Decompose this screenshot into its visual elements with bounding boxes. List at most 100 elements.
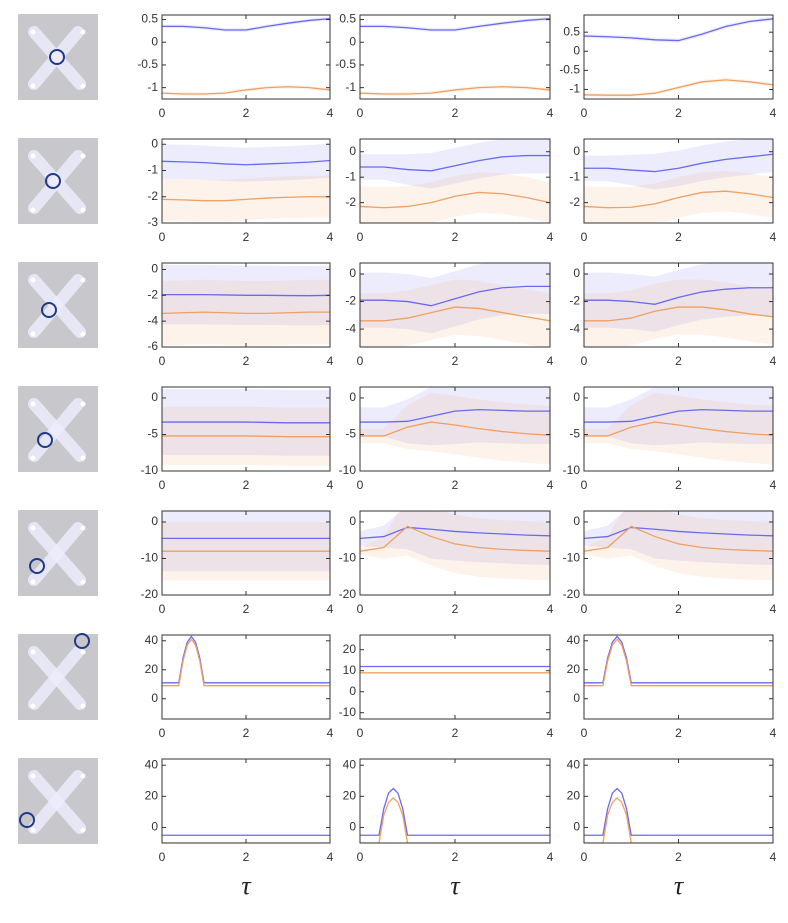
series-line bbox=[360, 285, 550, 307]
x-tick-label: 0 bbox=[581, 354, 588, 368]
y-tick-label: -10 bbox=[563, 463, 581, 477]
x-tick-label: 4 bbox=[547, 726, 554, 740]
y-tick-label: 40 bbox=[567, 633, 581, 647]
thumb-dot bbox=[80, 525, 86, 531]
x-tick-label: 0 bbox=[581, 106, 588, 120]
y-tick-label: -0.5 bbox=[559, 63, 580, 77]
plot-area bbox=[360, 263, 550, 347]
x-axis-label: τ bbox=[450, 871, 461, 900]
uncertainty-band bbox=[162, 143, 330, 182]
uncertainty-band bbox=[360, 387, 550, 446]
x-tick-label: 0 bbox=[159, 602, 166, 616]
series-line bbox=[360, 787, 550, 836]
y-tick-label: 0 bbox=[151, 514, 158, 528]
x-tick-label: 0 bbox=[159, 850, 166, 864]
x-tick-label: 2 bbox=[452, 106, 459, 120]
uncertainty-band bbox=[584, 511, 773, 581]
subplot: -1 -0.5 0 0.5 0 2 4 bbox=[559, 14, 777, 120]
thumb-dot bbox=[30, 29, 36, 35]
plot-area bbox=[360, 387, 550, 465]
thumb-arm bbox=[28, 150, 84, 214]
x-tick-label: 4 bbox=[547, 478, 554, 492]
x-tick-label: 2 bbox=[675, 230, 682, 244]
x-tick-label: 2 bbox=[675, 354, 682, 368]
y-tick-label: -4 bbox=[147, 313, 158, 327]
x-tick-label: 4 bbox=[327, 478, 334, 492]
thumb-marker bbox=[37, 432, 53, 448]
series-line bbox=[584, 190, 773, 209]
subplot: -3 -2 -1 0 0 2 4 bbox=[147, 136, 333, 244]
x-tick-label: 0 bbox=[581, 726, 588, 740]
x-tick-label: 0 bbox=[159, 354, 166, 368]
subplot: 0 20 40 0 2 4 bbox=[567, 633, 777, 740]
x-tick-label: 0 bbox=[159, 106, 166, 120]
subplot: -20 -10 0 0 2 4 bbox=[339, 510, 554, 616]
plot-area bbox=[360, 665, 550, 674]
x-tick-label: 0 bbox=[159, 478, 166, 492]
y-tick-label: 40 bbox=[343, 757, 357, 771]
y-tick-label: -10 bbox=[141, 551, 159, 565]
y-tick-label: -2 bbox=[345, 195, 356, 209]
y-tick-label: 0 bbox=[151, 34, 158, 48]
x-tick-label: 0 bbox=[357, 726, 364, 740]
x-tick-label: 0 bbox=[357, 850, 364, 864]
y-tick-label: 40 bbox=[145, 757, 159, 771]
y-tick-label: -2 bbox=[569, 195, 580, 209]
plot-area bbox=[162, 834, 330, 843]
x-tick-label: 2 bbox=[452, 230, 459, 244]
subplot: -1 -0.5 0 0.5 0 2 4 bbox=[137, 12, 333, 120]
y-tick-label: 20 bbox=[567, 789, 581, 803]
thumbnail bbox=[18, 14, 98, 100]
subplot: -10 -5 0 0 2 4 bbox=[141, 386, 334, 492]
series-line bbox=[360, 306, 550, 322]
y-tick-label: -10 bbox=[141, 463, 159, 477]
x-tick-label: 4 bbox=[770, 230, 777, 244]
series-line bbox=[584, 787, 773, 836]
x-tick-label: 0 bbox=[581, 478, 588, 492]
series-line bbox=[162, 421, 330, 424]
subplot: -20 -10 0 0 2 4 bbox=[141, 510, 334, 616]
thumb-dot bbox=[80, 579, 86, 585]
thumb-dot bbox=[80, 773, 86, 779]
subplot: -10 -5 0 0 2 4 bbox=[339, 386, 554, 492]
y-tick-label: 0 bbox=[573, 144, 580, 158]
thumb-arm bbox=[28, 26, 84, 90]
uncertainty-band bbox=[584, 387, 773, 446]
y-tick-label: -1 bbox=[569, 82, 580, 96]
y-tick-label: -1 bbox=[569, 169, 580, 183]
y-tick-label: 0 bbox=[349, 684, 356, 698]
subplot: -4 -2 0 0 2 4 bbox=[345, 262, 554, 368]
series-line bbox=[584, 525, 773, 552]
thumb-dot bbox=[30, 703, 36, 709]
uncertainty-band bbox=[360, 511, 550, 566]
plot-area bbox=[360, 787, 550, 843]
y-tick-label: 0 bbox=[151, 691, 158, 705]
y-tick-label: 0.5 bbox=[141, 12, 158, 26]
series-line bbox=[584, 18, 773, 42]
uncertainty-band bbox=[584, 16, 773, 43]
x-axis-label: τ bbox=[674, 871, 685, 900]
y-tick-label: 0 bbox=[151, 390, 158, 404]
thumb-dot bbox=[30, 153, 36, 159]
thumbnail bbox=[18, 138, 98, 224]
x-tick-label: 2 bbox=[675, 726, 682, 740]
y-tick-label: -6 bbox=[147, 339, 158, 353]
thumb-dot bbox=[30, 207, 36, 213]
x-tick-label: 2 bbox=[243, 478, 250, 492]
series-line bbox=[584, 306, 773, 322]
x-tick-label: 2 bbox=[243, 726, 250, 740]
thumb-dot bbox=[80, 207, 86, 213]
y-tick-label: -10 bbox=[339, 463, 357, 477]
x-tick-label: 4 bbox=[327, 850, 334, 864]
axes-frame bbox=[161, 758, 331, 844]
thumb-dot bbox=[30, 401, 36, 407]
series-line bbox=[360, 526, 550, 540]
plot-area bbox=[360, 139, 550, 223]
plot-area bbox=[584, 16, 773, 98]
series-line bbox=[584, 526, 773, 540]
x-tick-label: 2 bbox=[452, 726, 459, 740]
thumb-arm bbox=[28, 398, 84, 462]
x-tick-label: 0 bbox=[581, 850, 588, 864]
